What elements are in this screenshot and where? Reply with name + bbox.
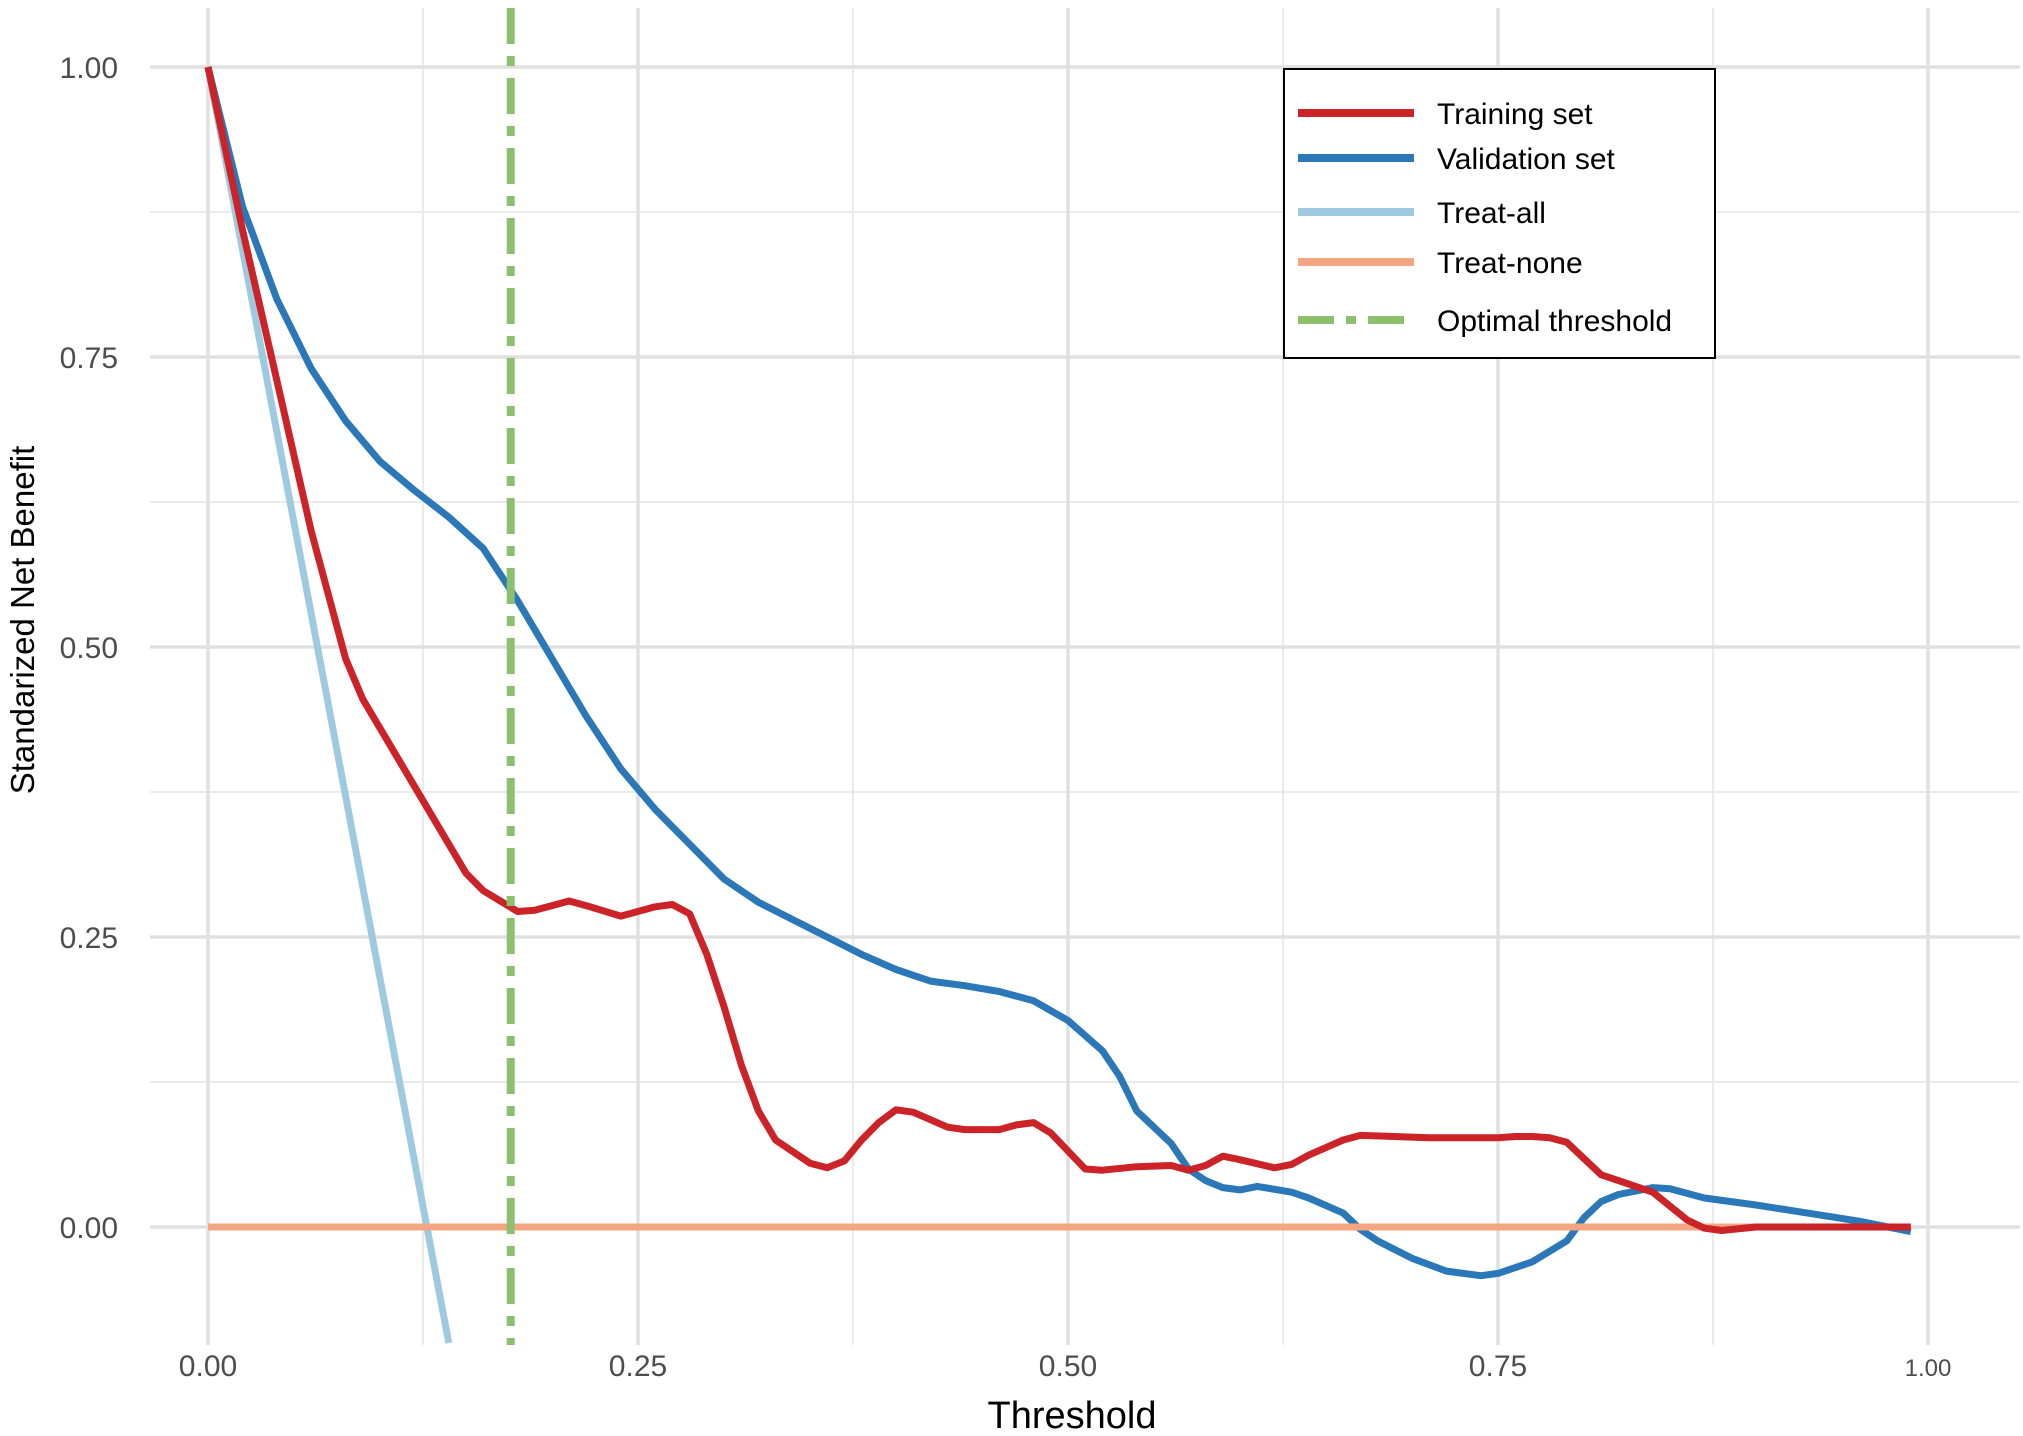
x-tick-label: 0.75 bbox=[1469, 1350, 1527, 1383]
series-line-validation-set bbox=[204, 66, 1912, 1280]
y-tick-label: 1.00 bbox=[60, 52, 118, 85]
x-axis-ticks: 0.00 0.25 0.50 0.75 1.00 bbox=[179, 1350, 1952, 1383]
series-line-treat-all bbox=[204, 66, 453, 1344]
series-layer bbox=[204, 66, 1912, 1344]
y-axis-title: Standarized Net Benefit bbox=[4, 446, 41, 795]
legend-label-validation-set: Validation set bbox=[1437, 143, 1616, 176]
x-tick-label: 1.00 bbox=[1905, 1355, 1952, 1382]
x-tick-label: 0.25 bbox=[609, 1350, 667, 1383]
x-tick-label: 0.00 bbox=[179, 1350, 237, 1383]
x-axis-title: Threshold bbox=[988, 1395, 1157, 1436]
y-tick-label: 0.75 bbox=[60, 342, 118, 375]
y-tick-label: 0.25 bbox=[60, 922, 118, 955]
series-line-training-set bbox=[204, 66, 1911, 1234]
grid-major bbox=[150, 8, 2020, 1345]
legend: Training set Validation set Treat-all Treat… bbox=[1283, 68, 1716, 359]
y-tick-label: 0.00 bbox=[60, 1212, 118, 1245]
legend-label-treat-all: Treat-all bbox=[1437, 197, 1546, 230]
legend-label-training-set: Training set bbox=[1437, 98, 1593, 131]
y-axis-ticks: 0.00 0.25 0.50 0.75 1.00 bbox=[60, 52, 118, 1245]
y-tick-label: 0.50 bbox=[60, 632, 118, 665]
legend-label-optimal-threshold: Optimal threshold bbox=[1437, 305, 1672, 338]
x-tick-label: 0.50 bbox=[1039, 1350, 1097, 1383]
legend-label-treat-none: Treat-none bbox=[1437, 247, 1583, 280]
